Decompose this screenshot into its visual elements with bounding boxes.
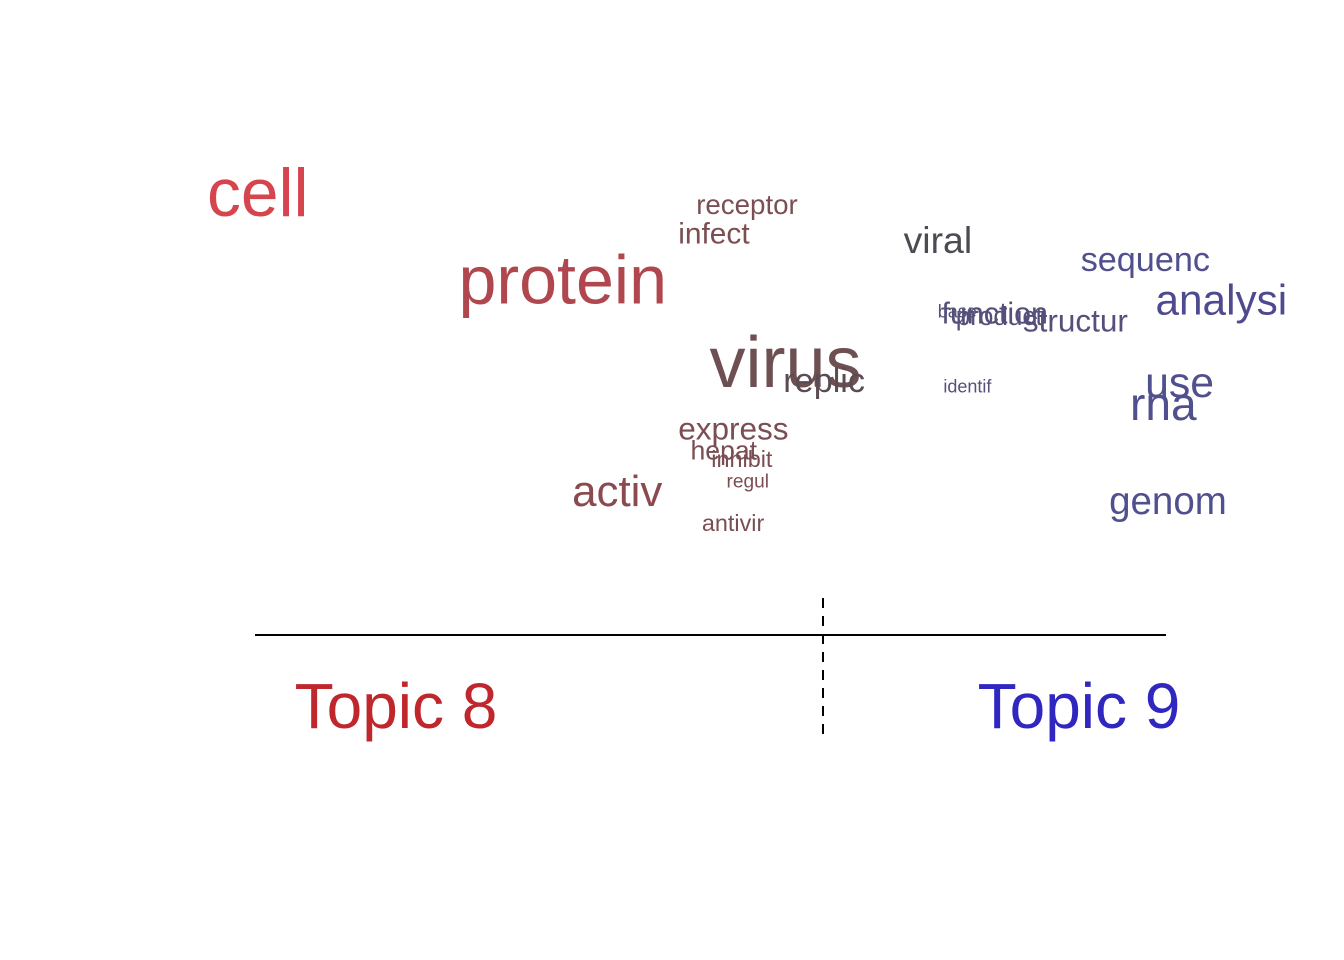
topic-left-label: Topic 8 <box>295 670 498 742</box>
word-sequenc: sequenc <box>1081 241 1210 279</box>
word-protein: protein <box>459 242 668 318</box>
word-inhibit: inhibit <box>711 446 773 472</box>
word-cell: cell <box>207 156 309 231</box>
word-antivir: antivir <box>702 510 765 536</box>
word-use: use <box>1145 359 1214 407</box>
word-activ: activ <box>572 467 662 516</box>
topic-right-label: Topic 9 <box>978 670 1181 742</box>
word-identif: identif <box>943 376 992 396</box>
word-virus: virus <box>710 323 862 403</box>
word-base: base <box>938 301 977 321</box>
word-analysi: analysi <box>1156 277 1288 324</box>
word-genom: genom <box>1109 480 1227 523</box>
word-regul: regul <box>727 472 769 493</box>
word-receptor: receptor <box>696 189 798 220</box>
word-viral: viral <box>904 219 973 261</box>
word-structur: structur <box>1023 303 1128 339</box>
word-infect: infect <box>678 218 750 251</box>
word-rna: rna <box>1130 378 1197 430</box>
word-replic: replic <box>783 362 865 400</box>
word-function: function <box>942 297 1048 331</box>
word-product: product <box>956 301 1044 331</box>
word-express: express <box>678 411 788 447</box>
word-hepat: hepat <box>691 436 758 466</box>
